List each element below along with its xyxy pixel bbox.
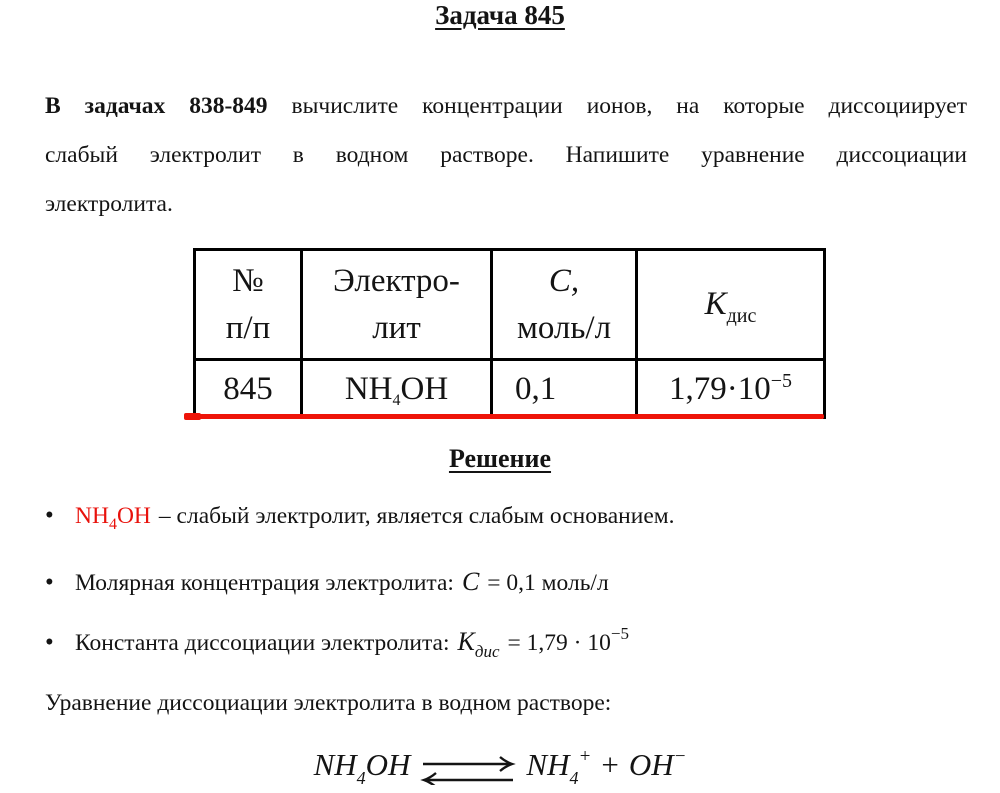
cell-problem-number: 845 [193, 358, 303, 419]
bullet1-content: NH4OH – слабый электролит, является слабы… [75, 500, 675, 533]
bullet2-content: Молярная концентрация электролита: C = 0,1… [75, 566, 609, 599]
bullet-marker: • [45, 629, 54, 656]
header-cell-concentration: C, моль/л [490, 248, 638, 361]
kdis-mantissa: 1,79·10 [668, 371, 771, 408]
equation-lhs-subscript: 4 [356, 768, 366, 788]
header-concentration-line1: C, [548, 262, 580, 299]
bullet1-formula: NH4OH [75, 503, 151, 533]
bullet-dissociation-constant: • Константа диссоциации электролита: Kдис… [45, 624, 975, 661]
bullet2-label: Молярная концентрация электролита: [75, 570, 454, 596]
table-header-row: № п/п Электро- лит C, моль/л Kдис [193, 248, 826, 361]
header-electrolyte-line2: лит [372, 309, 421, 346]
bullet2-variable: C [461, 567, 480, 596]
header-kdis-symbol: K [704, 286, 727, 322]
bullet3-content: Константа диссоциации электролита: Kдис = … [75, 624, 629, 661]
intro-line-2: слабый электролит в водном растворе. Нап… [45, 142, 967, 168]
cell-kdis-value: 1,79·10−5 [635, 358, 826, 419]
equation-rhs1-prefix: NH [526, 747, 570, 782]
intro-line-3: электролита. [45, 191, 173, 217]
bullet1-text: – слабый электролит, является слабым осн… [158, 503, 675, 529]
bullet1-formula-suffix: OH [116, 503, 151, 529]
equation-lhs-suffix: OH [365, 747, 411, 782]
equation-lhs: NH4OH [313, 747, 411, 787]
dissociation-equation: NH4OH NH4+ + OH− [0, 746, 1000, 788]
problem-data-table: № п/п Электро- лит C, моль/л Kдис 845 NH… [193, 248, 826, 419]
bullet3-variable: K [457, 627, 475, 656]
page-title: Задача 845 [0, 0, 1000, 31]
bullet3-label: Константа диссоциации электролита: [75, 630, 450, 656]
header-kdis-subscript: дис [726, 305, 757, 327]
bullet-marker: • [45, 569, 54, 596]
bullet1-formula-prefix: NH [75, 503, 109, 529]
bullet-molar-concentration: • Молярная концентрация электролита: C = 0… [45, 566, 975, 599]
equation-plus-sign: + [601, 747, 619, 782]
formula-suffix: OH [400, 371, 449, 408]
formula-subscript: 4 [392, 392, 401, 410]
bullet3-variable-subscript: дис [474, 642, 500, 661]
equation-rhs2-prefix: OH [628, 747, 674, 782]
solution-heading: Решение [0, 444, 1000, 474]
intro-bold-range: В задачах 838-849 [45, 93, 268, 119]
intro-paragraph: В задачах 838-849 вычислите концентрации… [45, 82, 967, 229]
header-cell-kdis: Kдис [635, 248, 826, 361]
bullet2-value: = 0,1 моль/л [487, 570, 609, 596]
header-electrolyte-line1: Электро- [333, 262, 460, 299]
equation-rhs1-subscript: 4 [569, 768, 579, 788]
header-concentration-line2: моль/л [516, 309, 612, 346]
bullet3-exponent: −5 [610, 624, 629, 643]
bullet1-formula-subscript: 4 [108, 516, 117, 533]
solution-heading-text: Решение [448, 444, 552, 473]
header-number-line1: № [232, 262, 264, 299]
equation-intro-text: Уравнение диссоциации электролита в водн… [45, 690, 612, 716]
red-marking-line [186, 414, 824, 419]
equation-rhs1-charge: + [578, 746, 592, 767]
header-number-line2: п/п [225, 309, 271, 346]
bullet-marker: • [45, 502, 54, 529]
cell-concentration-value: 0,1 [490, 358, 638, 419]
cell-electrolyte-formula: NH4OH [300, 358, 493, 419]
kdis-exponent: −5 [770, 370, 793, 393]
intro-line-1-rest: вычислите концентрации ионов, на которые… [267, 93, 967, 119]
page-title-text: Задача 845 [435, 0, 565, 30]
formula-prefix: NH [344, 371, 393, 408]
bullet3-value: = 1,79 · 10 [507, 630, 611, 656]
equation-rhs2: OH− [629, 747, 687, 782]
bullet-electrolyte-type: • NH4OH – слабый электролит, является сла… [45, 500, 975, 533]
header-cell-number: № п/п [193, 248, 303, 361]
table-data-row: 845 NH4OH 0,1 1,79·10−5 [193, 358, 826, 419]
equation-rhs1: NH4+ [526, 746, 592, 787]
equation-lhs-prefix: NH [313, 747, 357, 782]
equation-rhs2-charge: − [673, 746, 687, 767]
intro-line-1: В задачах 838-849 вычислите концентрации… [45, 82, 967, 131]
header-cell-electrolyte: Электро- лит [300, 248, 493, 361]
